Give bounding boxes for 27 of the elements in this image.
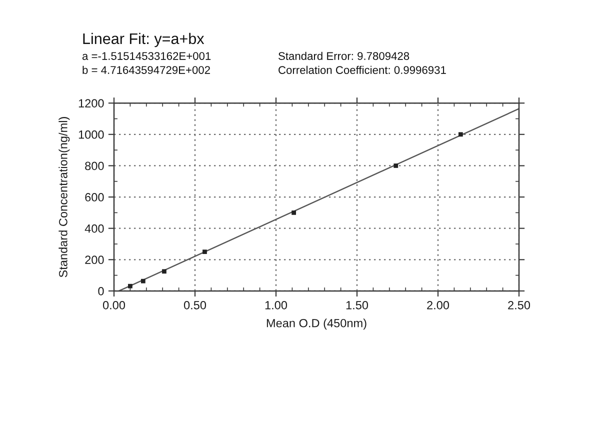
x-axis-title: Mean O.D (450nm) (266, 318, 366, 330)
y-tick-label: 1200 (78, 99, 104, 108)
point (162, 269, 166, 274)
x-tick-label: 0.50 (184, 300, 206, 310)
text: a =-1.51514533162E+001 (82, 52, 211, 60)
chart-title: Linear Fit: y=a+bx (83, 32, 204, 48)
y-tick-label: 1000 (78, 130, 104, 139)
point (394, 164, 398, 168)
point (202, 250, 207, 254)
y-axis-title: Standard Concentration(ng/ml) (58, 117, 70, 278)
text: b = 4.71643594729E+002 (82, 66, 210, 74)
x-tick-label: 2.50 (508, 300, 530, 310)
point (292, 210, 296, 215)
y-tick-label: 600 (85, 193, 104, 202)
x-tick-label: 1.00 (265, 300, 288, 310)
point (140, 278, 146, 284)
text: Correlation Coefficient: 0.9996931 (278, 66, 446, 74)
y-tick-label: 200 (85, 256, 104, 264)
x-tick-label: 2.00 (427, 300, 450, 310)
text: Standard Error: 9.7809428 (278, 52, 410, 60)
point (128, 284, 132, 288)
y-tick-label: 0 (98, 286, 104, 296)
point (458, 132, 463, 137)
x-tick-label: 1.50 (346, 300, 368, 310)
y-tick-label: 800 (85, 162, 104, 170)
x-tick-label: 0.00 (102, 300, 126, 310)
y-tick-label: 400 (84, 224, 104, 233)
